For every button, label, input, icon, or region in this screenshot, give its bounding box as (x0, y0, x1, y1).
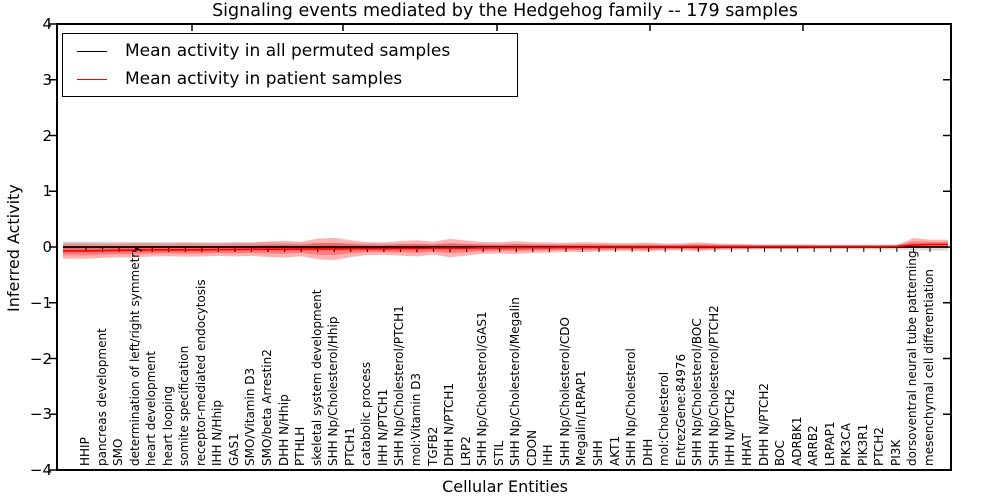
x-tick-label: PIK3R1 (855, 423, 870, 466)
x-tick-label: IHH N/Hhip (210, 400, 225, 466)
x-tick-label: Megalin/LRPAP1 (574, 370, 589, 466)
x-tick-label: receptor-mediated endocytosis (193, 279, 208, 466)
legend-label: Mean activity in all permuted samples (125, 41, 451, 61)
x-tick-label: SHH (591, 440, 606, 466)
x-tick-label: STIL (491, 440, 506, 466)
x-tick-label: mol:Vitamin D3 (408, 372, 423, 466)
x-tick-label: dorsoventral neural tube patterning (905, 250, 920, 466)
x-tick-label: catabolic process (359, 361, 374, 466)
x-tick-label: HHIP (78, 437, 92, 466)
x-tick-label: skeletal system development (309, 289, 324, 466)
x-tick-label: SHH Np/Cholesterol (624, 348, 639, 466)
x-tick-label: SHH Np/Cholesterol/GAS1 (475, 311, 490, 466)
y-tick-label: 0 (42, 238, 52, 256)
y-tick-label: −2 (29, 349, 52, 368)
x-tick-label: pancreas development (94, 328, 109, 466)
x-tick-label: PTCH2 (872, 427, 887, 466)
x-tick-label: mol:Cholesterol (657, 371, 672, 466)
x-tick-label: somite specification (177, 345, 192, 466)
x-tick-label: GAS1 (226, 433, 241, 466)
x-tick-label: SHH Np/Cholesterol/PTCH2 (706, 305, 721, 466)
x-tick-label: DHH N/PTCH2 (756, 382, 771, 466)
x-tick-label: CDON (524, 429, 539, 466)
legend-label: Mean activity in patient samples (125, 69, 403, 89)
x-tick-label: IHH N/PTCH1 (375, 388, 390, 466)
y-axis-title: Inferred Activity (4, 184, 23, 312)
legend: Mean activity in all permuted samples Me… (62, 33, 518, 97)
x-tick-label: SHH Np/Cholesterol/CDO (557, 317, 572, 466)
patient-line-swatch (77, 78, 107, 80)
x-tick-label: determination of left/right symmetry (127, 245, 142, 466)
x-tick-label: PTCH1 (342, 427, 357, 466)
x-tick-label: SHH Np/Cholesterol/Hhip (326, 316, 341, 466)
x-tick-label: SHH Np/Cholesterol/PTCH1 (392, 305, 407, 466)
x-tick-label: SMO/Vitamin D3 (243, 367, 258, 466)
x-tick-label: PI3K (888, 439, 903, 466)
x-tick-label: AKT1 (607, 435, 622, 466)
x-tick-label: LRPAP1 (822, 421, 837, 466)
x-tick-label: DHH N/PTCH1 (442, 382, 457, 466)
x-tick-label: LRP2 (458, 436, 473, 466)
x-tick-label: heart looping (160, 386, 175, 466)
y-tick-label: 2 (42, 126, 52, 145)
legend-item-patient: Mean activity in patient samples (77, 67, 517, 91)
patient-mean-line (63, 243, 948, 252)
y-tick-label: −1 (29, 293, 52, 312)
x-tick-label: heart development (144, 351, 159, 466)
x-tick-label: BOC (773, 440, 788, 466)
y-tick-label: 1 (42, 182, 52, 201)
x-tick-label: SHH Np/Cholesterol/BOC (690, 318, 705, 466)
x-tick-label: DHH (640, 438, 655, 466)
x-tick-label: DHH N/Hhip (276, 394, 291, 466)
y-tick-label: −4 (29, 461, 52, 479)
x-tick-label: IHH N/PTCH2 (723, 388, 738, 466)
x-tick-label: mesenchymal cell differentiation (922, 269, 936, 466)
x-tick-label: TGFB2 (425, 426, 440, 466)
x-tick-label: SHH Np/Cholesterol/Megalin (508, 297, 523, 466)
y-tick-label: 4 (42, 15, 52, 33)
x-tick-label: IHH (541, 444, 556, 466)
x-tick-label: PTHLH (293, 426, 308, 466)
x-tick-label: SMO (111, 438, 126, 466)
permuted-line-swatch (77, 50, 107, 52)
x-tick-label: EntrezGene:84976 (673, 353, 688, 466)
x-tick-label: PIK3CA (839, 423, 854, 466)
chart-title: Signaling events mediated by the Hedgeho… (212, 1, 798, 21)
patient-range-band (63, 237, 948, 261)
x-tick-label: HHAT (739, 433, 754, 466)
y-tick-label: −3 (29, 405, 52, 424)
x-axis-title: Cellular Entities (442, 477, 568, 496)
x-tick-label: ARRB2 (806, 425, 821, 466)
x-tick-label: SMO/beta Arrestin2 (260, 349, 275, 466)
legend-item-permuted: Mean activity in all permuted samples (77, 39, 517, 63)
y-tick-label: 3 (42, 70, 52, 89)
x-tick-label: ADRBK1 (789, 416, 804, 466)
